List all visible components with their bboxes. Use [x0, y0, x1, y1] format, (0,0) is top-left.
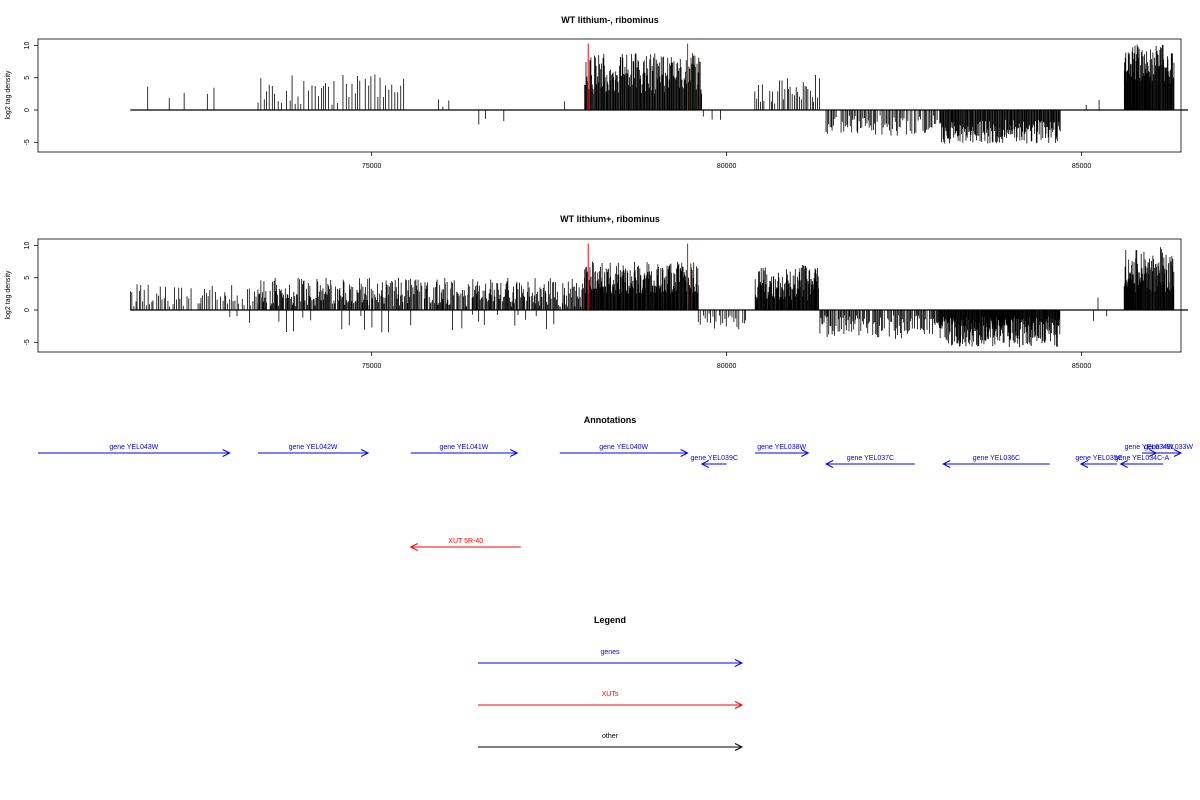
annotation-feature: gene YEL041W — [410, 444, 519, 457]
arrow-head — [360, 449, 370, 457]
legend-title: Legend — [594, 615, 626, 625]
annotation-feature: gene YEL034C-A — [1115, 455, 1170, 468]
feature-label: gene YEL036C — [973, 455, 1020, 462]
arrow-head — [222, 449, 231, 457]
legend-label: genes — [600, 649, 620, 656]
y-axis-label: log2 tag density — [5, 270, 12, 320]
feature-label: gene YEL035C — [1075, 455, 1122, 462]
density-bars — [147, 44, 1175, 144]
panel-title: WT lithium-, ribominus — [561, 15, 659, 25]
y-tick-label: 5 — [24, 76, 31, 80]
arrow-head — [409, 543, 418, 551]
plot-frame — [37, 38, 1182, 153]
arrow-head — [824, 460, 834, 468]
annotation-feature: gene YEL043W — [38, 444, 231, 457]
y-tick-label: 10 — [24, 41, 31, 49]
feature-label: gene YEL037C — [847, 455, 894, 462]
annotation-feature: gene YEL040W — [559, 444, 689, 457]
y-tick-label: -5 — [24, 139, 31, 145]
feature-label: gene YEL034W — [1125, 444, 1174, 451]
y-axis-label: log2 tag density — [5, 70, 12, 120]
arrow-head — [680, 449, 689, 457]
y-tick-label: -5 — [24, 339, 31, 345]
x-tick-label: 85000 — [1072, 163, 1092, 170]
arrow-head — [1173, 449, 1183, 457]
panel-title: WT lithium+, ribominus — [560, 214, 660, 224]
legend-item: genes — [478, 649, 744, 667]
arrow-head — [734, 701, 744, 709]
feature-label: gene YEL033W — [1144, 444, 1193, 451]
annotation-feature: gene YEL042W — [258, 444, 370, 457]
arrow-head — [1119, 460, 1128, 468]
arrow-head — [801, 449, 810, 457]
arrow-head — [734, 659, 744, 667]
legend-label: other — [602, 733, 619, 740]
feature-label: gene YEL034C-A — [1115, 455, 1170, 462]
x-tick-label: 75000 — [362, 363, 382, 370]
arrow-head — [1079, 460, 1089, 468]
feature-label: gene YEL039C — [691, 455, 738, 462]
feature-label: gene YEL043W — [109, 444, 158, 451]
legend-label: XUTs — [602, 691, 619, 698]
y-tick-label: 0 — [24, 108, 31, 112]
legend: Legend genes XUTs other — [478, 615, 744, 751]
legend-item: other — [478, 733, 744, 751]
feature-label: gene YEL040W — [599, 444, 648, 451]
annotation-feature: gene YEL035C — [1075, 455, 1123, 468]
annotations-title: Annotations — [584, 415, 637, 425]
feature-label: gene YEL042W — [289, 444, 338, 451]
y-tick-label: 5 — [24, 276, 31, 280]
x-tick-label: 85000 — [1072, 363, 1092, 370]
annotation-feature: gene YEL038W — [755, 444, 810, 457]
x-tick-label: 80000 — [717, 363, 737, 370]
plot-frame — [37, 238, 1182, 353]
feature-label: gene YEL038W — [757, 444, 806, 451]
feature-label: gene YEL041W — [440, 444, 489, 451]
y-tick-label: 10 — [24, 241, 31, 249]
feature-label: XUT 5R-40 — [448, 538, 483, 545]
y-tick-label: 0 — [24, 308, 31, 312]
density-bars — [130, 247, 1175, 348]
legend-item: XUTs — [478, 691, 744, 709]
x-tick-label: 75000 — [362, 163, 382, 170]
annotation-feature: gene YEL036C — [942, 455, 1050, 468]
panel-lithium-minus: WT lithium-, ribominus log2 tag density … — [5, 15, 1189, 170]
annotation-feature: gene YEL039C — [691, 455, 738, 468]
arrow-head — [734, 743, 744, 751]
arrow-head — [700, 460, 710, 468]
annotation-feature: gene YEL037C — [824, 455, 915, 468]
panel-lithium-plus: WT lithium+, ribominus log2 tag density … — [5, 214, 1189, 370]
x-tick-label: 80000 — [717, 163, 737, 170]
annotation-feature: XUT 5R-40 — [409, 538, 521, 551]
arrow-head — [509, 449, 519, 457]
annotations-track: Annotations gene YEL043W gene YEL042W gene… — [38, 415, 1193, 551]
arrow-head — [942, 460, 951, 468]
annotation-feature: gene YEL033W — [1144, 444, 1193, 457]
